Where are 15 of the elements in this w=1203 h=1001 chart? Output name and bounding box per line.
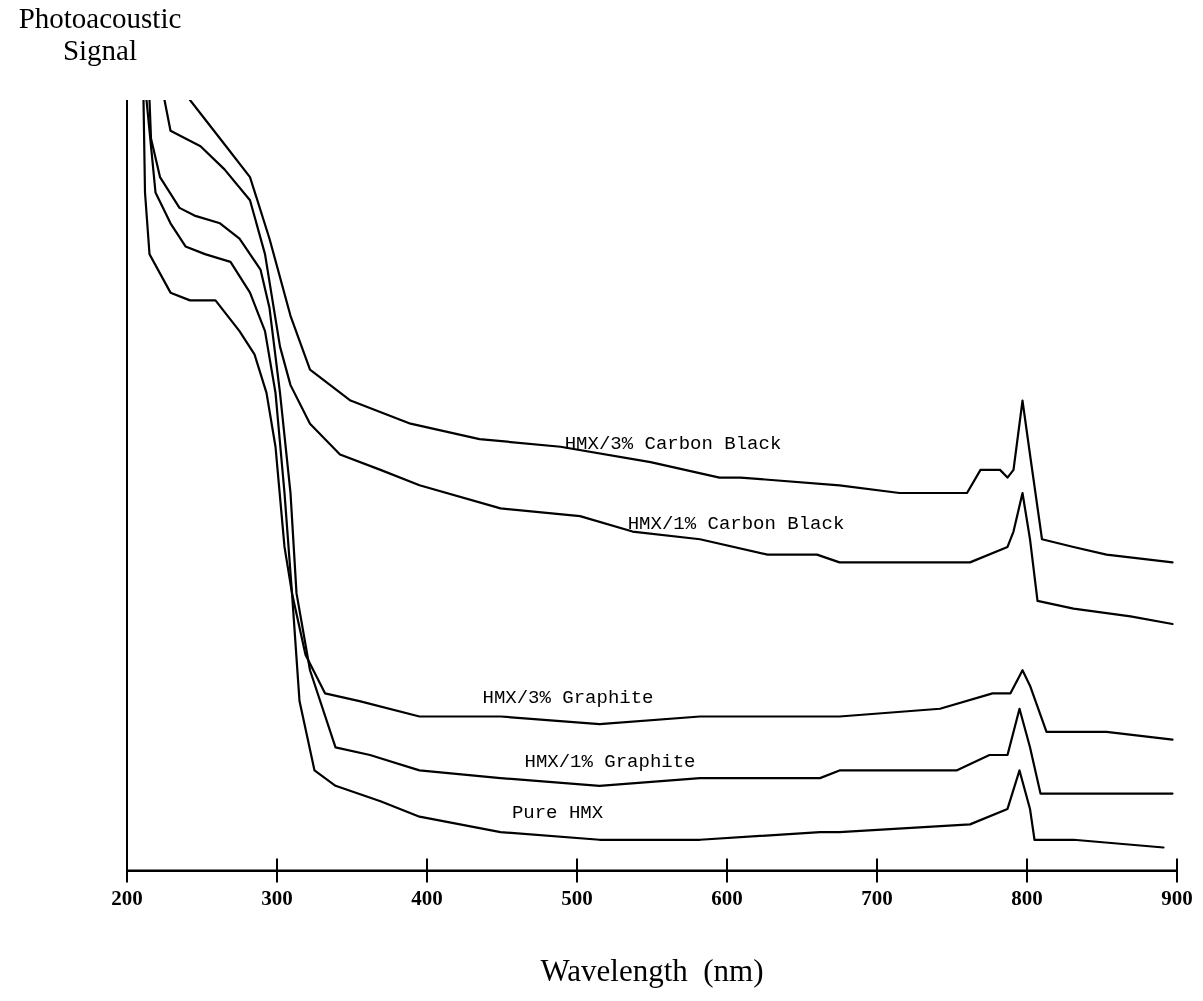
- x-tick-label: 600: [711, 885, 743, 910]
- series-label: HMX/1% Carbon Black: [627, 512, 845, 535]
- x-axis-title: Wavelength (nm): [540, 952, 764, 988]
- x-tick-label: 900: [1161, 885, 1193, 910]
- y-axis-title: Photoacoustic Signal: [17, 2, 183, 66]
- series-label: HMX/3% Graphite: [482, 687, 654, 710]
- x-tick-label: 400: [411, 885, 443, 910]
- x-tick-label: 800: [1011, 885, 1043, 910]
- x-tick-label: 200: [111, 885, 143, 910]
- series-label: HMX/1% Graphite: [524, 750, 696, 773]
- series-label: Pure HMX: [511, 802, 604, 825]
- series-label: HMX/3% Carbon Black: [564, 432, 782, 455]
- x-tick-label: 700: [861, 885, 893, 910]
- x-tick-label: 300: [261, 885, 293, 910]
- x-tick-label: 500: [561, 885, 593, 910]
